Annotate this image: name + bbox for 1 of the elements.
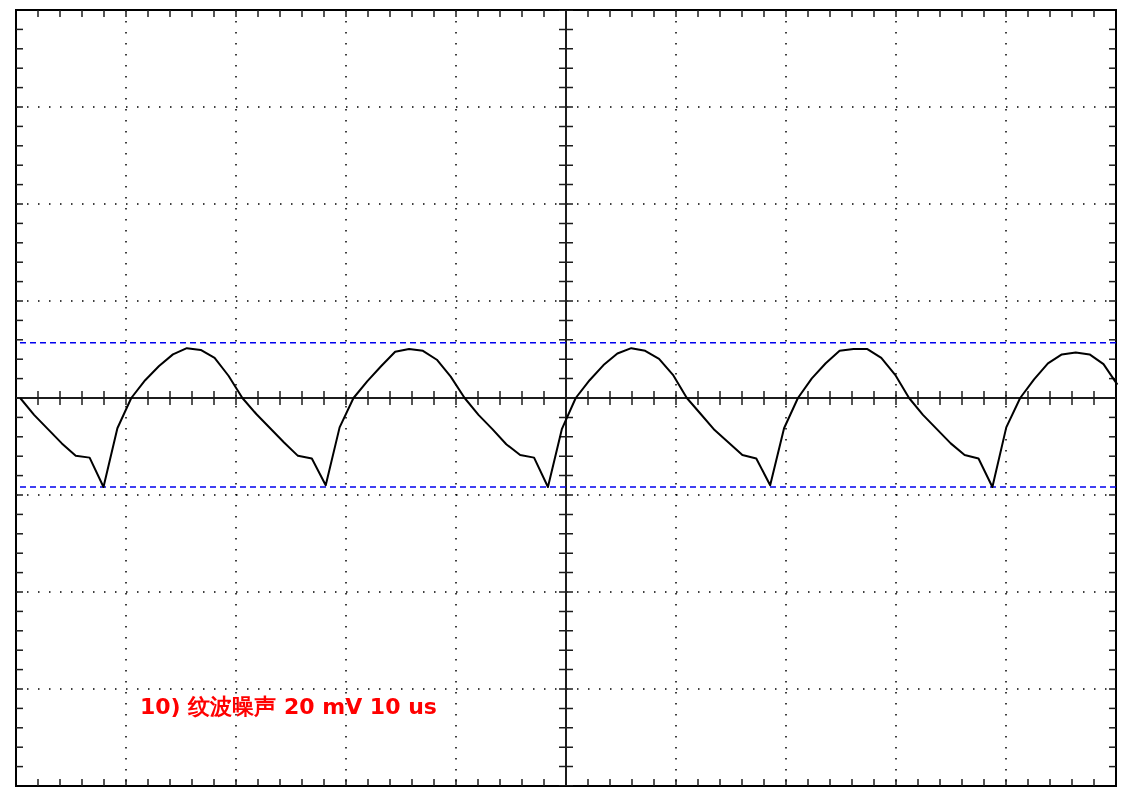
text: 10) 纹波噪声 20 mV 10 us — [140, 694, 437, 719]
